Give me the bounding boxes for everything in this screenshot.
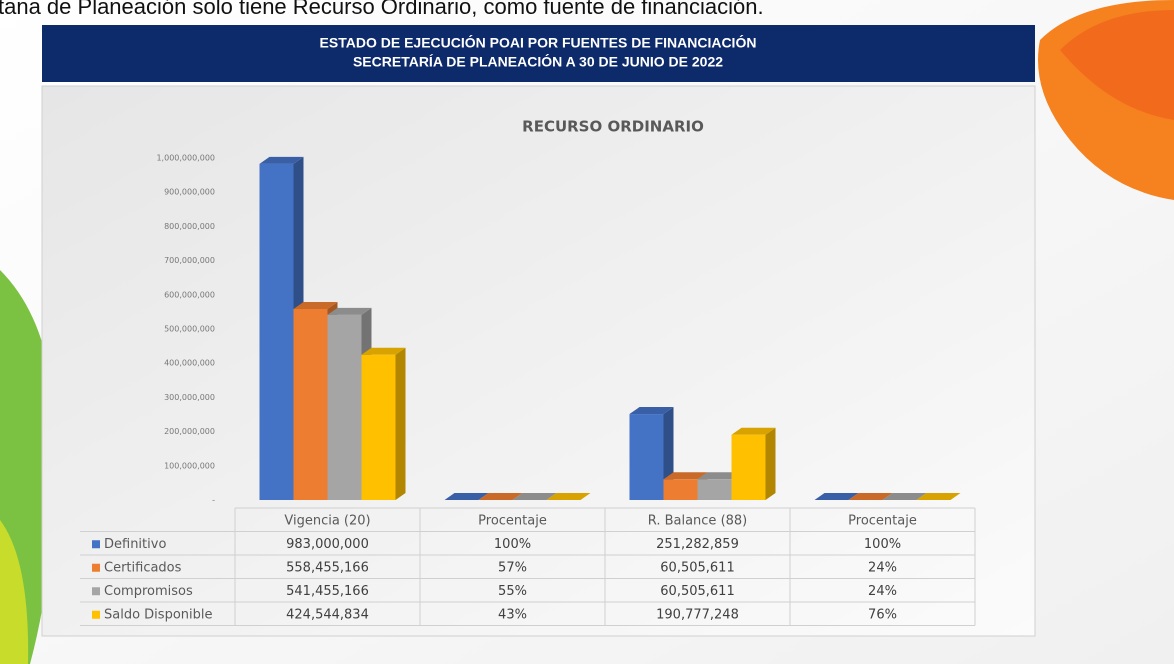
data-label: 100% bbox=[494, 537, 531, 552]
y-tick-label: 600,000,000 bbox=[164, 290, 215, 299]
bar-top bbox=[259, 156, 304, 164]
data-label: 43% bbox=[498, 607, 527, 622]
chart-title: RECURSO ORDINARIO bbox=[522, 118, 704, 136]
x-tick-label: Procentaje bbox=[848, 513, 917, 528]
data-label: 55% bbox=[498, 584, 527, 599]
legend-swatch bbox=[92, 563, 100, 572]
bar bbox=[293, 309, 328, 500]
y-tick-label: 700,000,000 bbox=[164, 256, 215, 265]
data-label: 24% bbox=[868, 560, 897, 575]
data-label: 76% bbox=[868, 607, 897, 622]
bar-top bbox=[882, 493, 927, 500]
bar-top bbox=[293, 302, 338, 310]
bar-side bbox=[765, 427, 776, 500]
data-label: 60,505,611 bbox=[660, 560, 734, 575]
header-title: ESTADO DE EJECUCIÓN POAI POR FUENTES DE … bbox=[320, 34, 757, 51]
bar-top bbox=[916, 493, 961, 500]
bar bbox=[731, 434, 766, 500]
legend-label: Saldo Disponible bbox=[104, 607, 212, 622]
bar-top bbox=[814, 493, 859, 500]
caption: tana de Planeación solo tiene Recurso Or… bbox=[0, 0, 764, 19]
y-tick-label: 400,000,000 bbox=[164, 359, 215, 368]
data-label: 251,282,859 bbox=[656, 537, 739, 552]
bar-top bbox=[478, 493, 523, 500]
bar-top bbox=[327, 307, 372, 315]
y-tick-label: 100,000,000 bbox=[164, 461, 215, 470]
bar-top bbox=[546, 493, 591, 500]
bar-top bbox=[512, 493, 557, 500]
y-tick-label: 800,000,000 bbox=[164, 222, 215, 231]
data-label: 541,455,166 bbox=[286, 584, 369, 599]
data-label: 190,777,248 bbox=[656, 607, 739, 622]
bar bbox=[663, 479, 698, 500]
x-tick-label: Procentaje bbox=[478, 513, 547, 528]
bar bbox=[629, 414, 664, 500]
bar bbox=[259, 163, 294, 500]
legend-swatch bbox=[92, 610, 100, 619]
bar-top bbox=[697, 472, 742, 480]
x-tick-label: Vigencia (20) bbox=[284, 513, 370, 528]
decor-orange-dark bbox=[1060, 10, 1174, 120]
y-tick-label: 500,000,000 bbox=[164, 325, 215, 334]
bar-top bbox=[848, 493, 893, 500]
data-label: 983,000,000 bbox=[286, 537, 369, 552]
chart-panel bbox=[41, 85, 1036, 637]
legend-label: Compromisos bbox=[104, 584, 193, 599]
bar-top bbox=[444, 493, 489, 500]
data-label: 558,455,166 bbox=[286, 560, 369, 575]
data-label: 60,505,611 bbox=[660, 584, 734, 599]
y-tick-label: 300,000,000 bbox=[164, 393, 215, 402]
data-label: 24% bbox=[868, 584, 897, 599]
data-label: 100% bbox=[864, 537, 901, 552]
legend-swatch bbox=[92, 540, 100, 549]
data-label: 57% bbox=[498, 560, 527, 575]
y-tick-label: 900,000,000 bbox=[164, 188, 215, 197]
chart: - 100,000,000 200,000,000 300,000,000 400,00… bbox=[80, 154, 976, 626]
bar-side bbox=[395, 347, 406, 500]
bar-top bbox=[361, 347, 406, 355]
data-label: 424,544,834 bbox=[286, 607, 369, 622]
legend-label: Certificados bbox=[104, 560, 182, 575]
y-tick-label: - bbox=[212, 496, 215, 505]
y-tick-label: 1,000,000,000 bbox=[156, 154, 215, 163]
bar-top bbox=[629, 407, 674, 415]
header-title: SECRETARÍA DE PLANEACIÓN A 30 DE JUNIO D… bbox=[353, 53, 723, 70]
bar-top bbox=[731, 427, 776, 435]
bar bbox=[361, 354, 396, 500]
bar bbox=[697, 479, 732, 500]
y-tick-label: 200,000,000 bbox=[164, 427, 215, 436]
legend-label: Definitivo bbox=[104, 537, 166, 552]
bar-top bbox=[663, 472, 708, 480]
legend-swatch bbox=[92, 587, 100, 596]
header-box bbox=[42, 25, 1035, 82]
decor-lime bbox=[0, 520, 29, 664]
bar bbox=[327, 314, 362, 500]
x-tick-label: R. Balance (88) bbox=[648, 513, 748, 528]
